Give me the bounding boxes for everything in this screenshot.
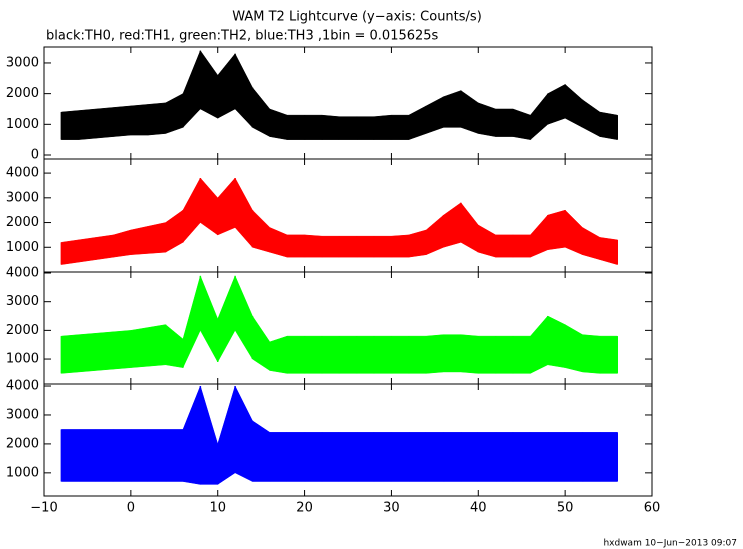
y-tick-label: 1000	[6, 352, 39, 367]
mean-line	[61, 80, 618, 130]
mean-line	[61, 199, 618, 254]
y-tick-label: 3000	[6, 407, 39, 422]
y-tick-label: 3000	[6, 55, 39, 70]
mean-line	[61, 428, 618, 466]
y-tick-label: 4000	[6, 379, 39, 394]
x-tick-label: 60	[644, 501, 661, 516]
x-tick-label: 50	[557, 501, 574, 516]
chart-title: WAM T2 Lightcurve (y−axis: Counts/s)	[232, 10, 482, 25]
mean-line	[61, 301, 618, 357]
y-tick-label: 2000	[6, 215, 39, 230]
x-tick-label: −10	[30, 501, 57, 516]
x-tick-label: 30	[383, 501, 400, 516]
chart-subtitle: black:TH0, red:TH1, green:TH2, blue:TH3 …	[46, 29, 439, 44]
y-tick-label: 0	[31, 148, 39, 163]
x-tick-label: 10	[209, 501, 226, 516]
y-tick-label: 4000	[6, 166, 39, 181]
y-tick-label: 3000	[6, 294, 39, 309]
x-tick-label: 0	[127, 501, 135, 516]
footer: hxdwam 10−Jun−2013 09:07	[603, 539, 737, 549]
y-tick-label: 3000	[6, 190, 39, 205]
y-tick-label: 1000	[6, 465, 39, 480]
y-tick-label: 1000	[6, 240, 39, 255]
y-tick-label: 1000	[6, 117, 39, 132]
y-tick-label: 4000	[6, 266, 39, 281]
y-tick-label: 2000	[6, 86, 39, 101]
y-tick-label: 2000	[6, 436, 39, 451]
x-tick-label: 40	[470, 501, 487, 516]
panel-frame	[43, 383, 653, 497]
x-tick-label: 20	[296, 501, 313, 516]
y-tick-label: 2000	[6, 323, 39, 338]
